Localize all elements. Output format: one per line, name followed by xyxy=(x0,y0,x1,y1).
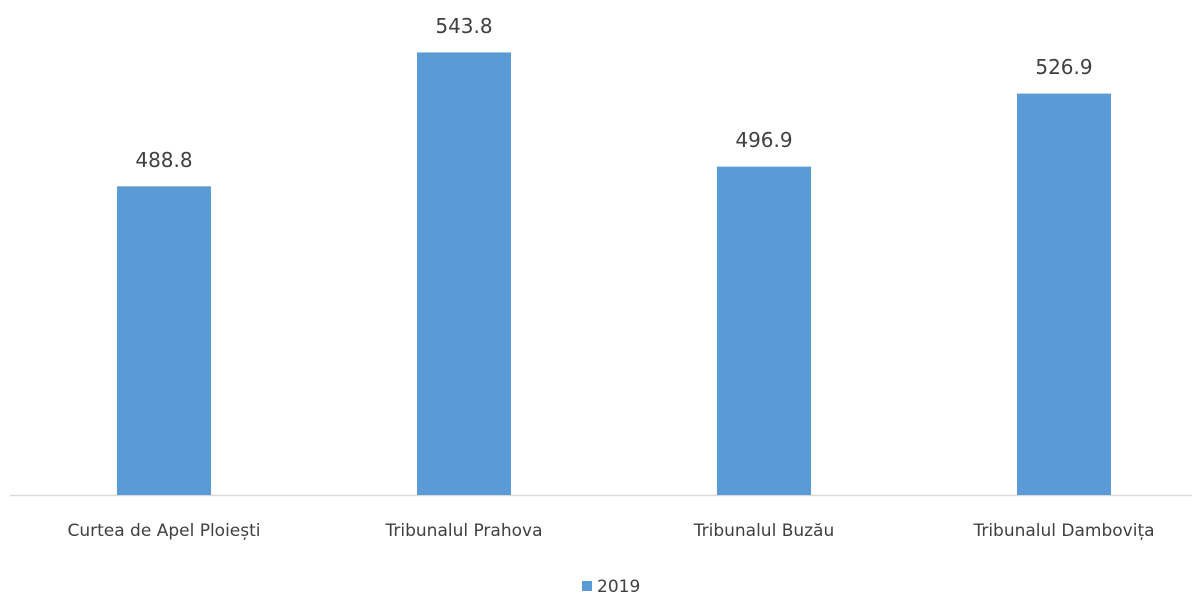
x-tick-label: Tribunalul Buzău xyxy=(693,521,835,541)
bar xyxy=(1017,93,1111,495)
value-label: 543.8 xyxy=(435,14,492,38)
x-tick-label: Tribunalul Dambovița xyxy=(972,521,1154,541)
x-tick-label: Curtea de Apel Ploiești xyxy=(67,521,260,541)
legend-swatch xyxy=(582,581,592,591)
legend-label: 2019 xyxy=(597,577,640,597)
value-label: 526.9 xyxy=(1035,55,1092,79)
bar xyxy=(717,166,811,496)
x-tick-label: Tribunalul Prahova xyxy=(385,521,543,541)
bar xyxy=(117,186,211,495)
value-label: 496.9 xyxy=(735,128,792,152)
value-label: 488.8 xyxy=(135,148,192,172)
bar xyxy=(417,52,511,495)
